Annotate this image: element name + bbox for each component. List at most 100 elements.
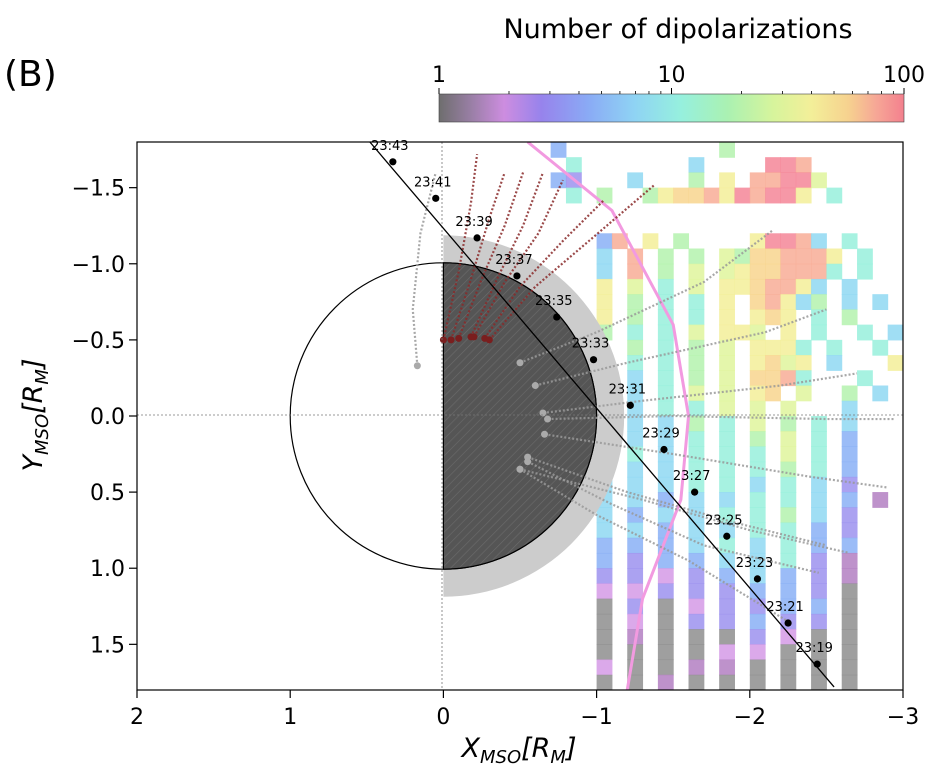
heatmap-cell (872, 492, 889, 508)
heatmap-cell (627, 568, 644, 584)
heatmap-cell (811, 522, 827, 539)
heatmap-cell (918, 279, 934, 295)
heatmap-cell (734, 278, 751, 295)
heatmap-cell (811, 461, 827, 478)
heatmap-cell (765, 172, 781, 189)
field-footpoint (516, 465, 524, 473)
heatmap-cell (841, 461, 858, 478)
heatmap-cell (811, 507, 827, 524)
heatmap-cell (657, 613, 674, 630)
heatmap-cell (749, 431, 766, 447)
heatmap-cell (719, 324, 735, 341)
heatmap-cell (795, 187, 812, 204)
heatmap-cell (688, 583, 705, 600)
heatmap-cell (550, 142, 567, 158)
heatmap-cell (734, 248, 751, 265)
trajectory-time-label: 23:25 (705, 513, 742, 528)
heatmap-cell (795, 355, 812, 371)
heatmap-cell (934, 370, 938, 386)
heatmap-cell (765, 263, 781, 280)
heatmap-cell (811, 415, 827, 432)
heatmap-cell (719, 461, 735, 478)
heatmap-cell (688, 598, 705, 615)
heatmap-cell (749, 187, 766, 204)
panel-label: (B) (4, 54, 57, 95)
trajectory-marker (723, 532, 731, 540)
heatmap-cell (627, 431, 644, 447)
field-line (547, 414, 896, 421)
heatmap-cell (550, 172, 567, 189)
heatmap-cell (719, 644, 735, 661)
heatmap-cell (688, 476, 705, 493)
heatmap-cell (811, 233, 827, 250)
heatmap-cell (719, 537, 735, 554)
heatmap-cell (841, 568, 858, 584)
heatmap-cell (749, 172, 766, 189)
heatmap-cell (749, 629, 766, 645)
heatmap-cell (749, 659, 766, 676)
heatmap-cell (596, 552, 613, 569)
heatmap-cell (765, 309, 781, 326)
heatmap-cell (857, 263, 873, 280)
field-footpoint (516, 359, 524, 367)
heatmap-cell (749, 400, 766, 417)
heatmap-cell (749, 415, 766, 432)
heatmap-cell (719, 278, 735, 295)
heatmap-cell (780, 294, 797, 310)
trajectory-time-label: 23:27 (673, 469, 710, 484)
heatmap-cell (765, 339, 781, 356)
heatmap-cell (565, 157, 582, 173)
heatmap-cell (826, 339, 843, 356)
heatmap-cell (719, 294, 735, 310)
heatmap-cell (657, 644, 674, 661)
field-line (519, 229, 774, 364)
field-footpoint (544, 415, 552, 423)
heatmap-cell (627, 583, 644, 600)
heatmap-cell (627, 324, 644, 341)
heatmap-cell (872, 339, 889, 356)
heatmap-cell (657, 248, 674, 265)
plot-area: 23:43 23:41 23:39 23:37 23:35 23:33 23:31 23:29… (72, 139, 938, 730)
heatmap-cell (749, 598, 766, 615)
heatmap-cell (749, 476, 766, 493)
trajectory-time-label: 23:29 (642, 426, 679, 441)
x-tick-label: 0 (436, 705, 450, 730)
field-line (442, 154, 479, 341)
trajectory-time-label: 23:31 (609, 382, 646, 397)
heatmap-cell (749, 613, 766, 630)
trajectory-time-label: 23:41 (414, 175, 451, 190)
heatmap-cell (719, 446, 735, 463)
heatmap-cell (657, 568, 674, 584)
heatmap-cell (795, 172, 812, 189)
heatmap-cell (611, 233, 628, 250)
field-footpoint (539, 409, 547, 417)
heatmap-cell (688, 157, 705, 173)
heatmap-cell (780, 324, 797, 341)
heatmap-cell (688, 415, 705, 432)
heatmap-cell (841, 629, 858, 645)
heatmap-cell (841, 446, 858, 463)
heatmap-cell (657, 324, 674, 341)
field-line (519, 468, 789, 623)
heatmap-cell (780, 263, 797, 280)
heatmap-cell (688, 613, 705, 630)
heatmap-cell (719, 400, 735, 417)
field-line-traces (411, 154, 896, 623)
heatmap-cell (903, 431, 919, 447)
heatmap-cell (749, 309, 766, 326)
heatmap-cell (780, 339, 797, 356)
heatmap-cell (903, 264, 919, 280)
heatmap-cell (811, 476, 827, 493)
heatmap-cell (627, 339, 644, 356)
heatmap-cell (780, 644, 797, 661)
heatmap-cell (811, 644, 827, 661)
trajectory-marker (432, 194, 440, 202)
heatmap-cell (841, 598, 858, 615)
heatmap-cell (749, 644, 766, 661)
heatmap-cell (841, 415, 858, 432)
trajectory-time-label: 23:37 (495, 253, 532, 268)
heatmap-cell (765, 233, 781, 250)
heatmap-cell (811, 613, 827, 630)
x-axis-ticks: 2 1 0 −1 −2 −3 (130, 690, 919, 730)
heatmap-cell (627, 492, 644, 508)
